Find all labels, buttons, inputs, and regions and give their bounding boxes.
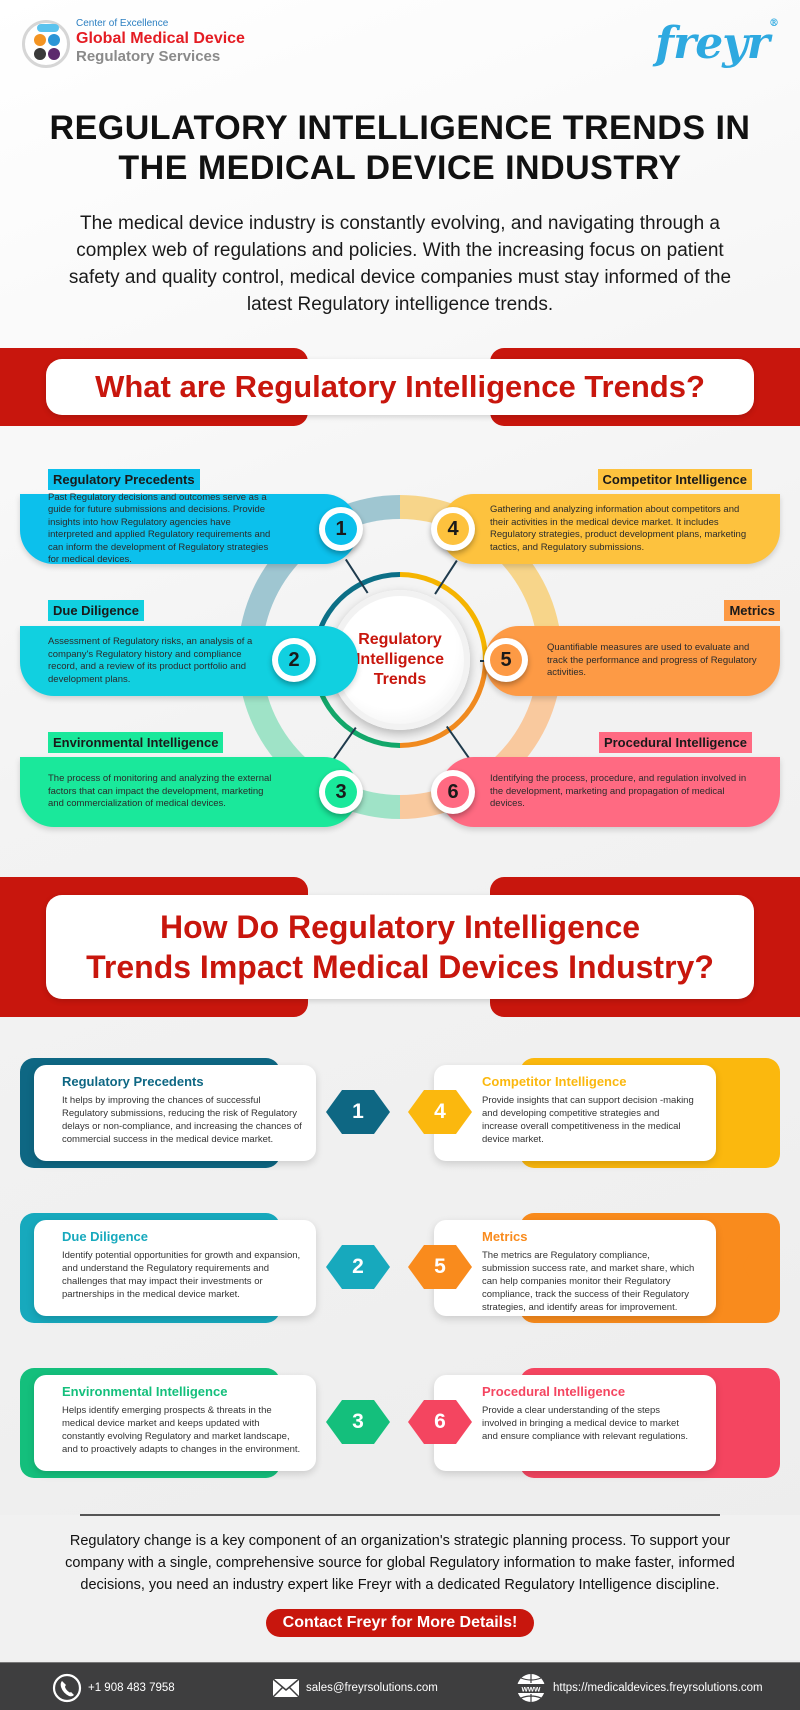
trend-number: 2 [278, 644, 310, 676]
impact-text: Provide insights that can support decisi… [482, 1095, 694, 1145]
center-label-line: Trends [373, 671, 427, 688]
trend-number-badge: 5 [484, 638, 528, 682]
impact-card-regulatory-precedents: Regulatory Precedents It helps by improv… [34, 1065, 316, 1161]
registered-mark: ® [769, 18, 779, 29]
svg-text:www: www [521, 1685, 541, 1694]
notch-arrow-icon [743, 1253, 759, 1279]
trend-card-regulatory-precedents: Past Regulatory decisions and outcomes s… [20, 491, 358, 566]
impact-card-procedural-intelligence: Procedural Intelligence Provide a clear … [434, 1375, 716, 1471]
section1-heading: What are Regulatory Intelligence Trends? [46, 359, 754, 415]
section2-banner: How Do Regulatory Intelligence Trends Im… [0, 877, 800, 1017]
closing-paragraph: Regulatory change is a key component of … [65, 1533, 735, 1593]
trend-card-competitor-intelligence: Gathering and analyzing information abou… [440, 494, 780, 564]
impact-number-hex: 3 [326, 1400, 390, 1444]
trend-number-badge: 1 [319, 507, 363, 551]
impact-card-environmental-intelligence: Environmental Intelligence Helps identif… [34, 1375, 316, 1471]
impact-text: Helps identify emerging prospects & thre… [62, 1405, 301, 1455]
page-title: REGULATORY INTELLIGENCE TRENDS IN THE ME… [49, 109, 751, 187]
contact-website[interactable]: www https://medicaldevices.freyrsolution… [515, 1673, 763, 1703]
trend-description: The process of monitoring and analyzing … [48, 773, 272, 810]
impact-number-hex: 2 [326, 1245, 390, 1289]
logo-badge-icon [22, 20, 70, 68]
trend-number-badge: 3 [319, 770, 363, 814]
impact-card-metrics: Metrics The metrics are Regulatory compl… [434, 1220, 716, 1316]
trend-number-badge: 6 [431, 770, 475, 814]
contact-bar: +1 908 483 7958 sales@freyrsolutions.com… [0, 1662, 800, 1710]
trend-number: 4 [437, 513, 469, 545]
trend-description: Quantifiable measures are used to evalua… [547, 642, 757, 679]
phone-number: +1 908 483 7958 [88, 1682, 175, 1694]
trend-description: Past Regulatory decisions and outcomes s… [48, 491, 271, 566]
impact-title: Procedural Intelligence [482, 1384, 626, 1399]
logo-tagline: Center of Excellence [76, 18, 169, 29]
trend-card-procedural-intelligence: Identifying the process, procedure, and … [440, 757, 780, 827]
impact-text: Identify potential opportunities for gro… [62, 1250, 301, 1300]
trend-description: Identifying the process, procedure, and … [490, 773, 747, 810]
center-label-line: Intelligence [355, 651, 445, 668]
notch-arrow-icon [743, 1098, 759, 1124]
trend-label-environmental-intelligence: Environmental Intelligence [48, 732, 224, 753]
trend-label-competitor-intelligence: Competitor Intelligence [597, 469, 752, 490]
divider [80, 1514, 720, 1516]
impact-title: Regulatory Precedents [62, 1074, 204, 1089]
trend-label-metrics: Metrics [724, 600, 780, 621]
trend-number: 1 [325, 513, 357, 545]
impact-title: Environmental Intelligence [62, 1384, 228, 1399]
impact-number-hex: 6 [408, 1400, 472, 1444]
section1-banner: What are Regulatory Intelligence Trends? [0, 348, 800, 426]
impact-text: Provide a clear understanding of the ste… [482, 1405, 688, 1442]
trend-description: Assessment of Regulatory risks, an analy… [48, 636, 253, 685]
trend-number: 3 [325, 776, 357, 808]
center-label-line: Regulatory [358, 631, 442, 648]
trend-card-metrics: Quantifiable measures are used to evalua… [485, 626, 780, 696]
trend-number-badge: 4 [431, 507, 475, 551]
center-of-excellence-logo: Center of Excellence Global Medical Devi… [20, 18, 280, 74]
trend-label-due-diligence: Due Diligence [48, 600, 144, 621]
impact-title: Metrics [482, 1229, 528, 1244]
freyr-logo-text: freyr [655, 18, 770, 69]
globe-www-icon: www [515, 1674, 547, 1702]
trend-label-procedural-intelligence: Procedural Intelligence [598, 732, 752, 753]
logo-line2: Regulatory Services [76, 48, 221, 65]
section2-heading: How Do Regulatory Intelligence Trends Im… [46, 895, 754, 999]
freyr-logo[interactable]: freyr® [655, 18, 779, 69]
section2-heading-line1: How Do Regulatory Intelligence [159, 909, 641, 945]
trend-number: 5 [490, 644, 522, 676]
trend-description: Gathering and analyzing information abou… [490, 504, 747, 553]
contact-email[interactable]: sales@freyrsolutions.com [272, 1673, 438, 1703]
section2-heading-line2: Trends Impact Medical Devices Industry? [86, 949, 714, 985]
intro-paragraph: The medical device industry is constantl… [68, 213, 732, 315]
logo-line1: Global Medical Device [76, 30, 245, 47]
contact-freyr-button[interactable]: Contact Freyr for More Details! [266, 1609, 534, 1637]
impact-text: It helps by improving the chances of suc… [62, 1095, 302, 1145]
phone-icon [52, 1673, 82, 1703]
impact-card-due-diligence: Due Diligence Identify potential opportu… [34, 1220, 316, 1316]
impact-number-hex: 4 [408, 1090, 472, 1134]
impact-number-hex: 5 [408, 1245, 472, 1289]
envelope-icon [272, 1678, 300, 1698]
trend-label-regulatory-precedents: Regulatory Precedents [48, 469, 200, 490]
impact-card-competitor-intelligence: Competitor Intelligence Provide insights… [434, 1065, 716, 1161]
trend-number: 6 [437, 776, 469, 808]
email-address: sales@freyrsolutions.com [306, 1682, 438, 1694]
contact-phone[interactable]: +1 908 483 7958 [52, 1673, 175, 1703]
impact-number-hex: 1 [326, 1090, 390, 1134]
impact-title: Competitor Intelligence [482, 1074, 627, 1089]
website-url: https://medicaldevices.freyrsolutions.co… [553, 1682, 763, 1694]
impact-text: The metrics are Regulatory compliance, s… [482, 1250, 695, 1313]
notch-arrow-icon [743, 1408, 759, 1434]
trend-card-environmental-intelligence: The process of monitoring and analyzing … [20, 757, 358, 827]
impact-title: Due Diligence [62, 1229, 148, 1244]
trend-number-badge: 2 [272, 638, 316, 682]
